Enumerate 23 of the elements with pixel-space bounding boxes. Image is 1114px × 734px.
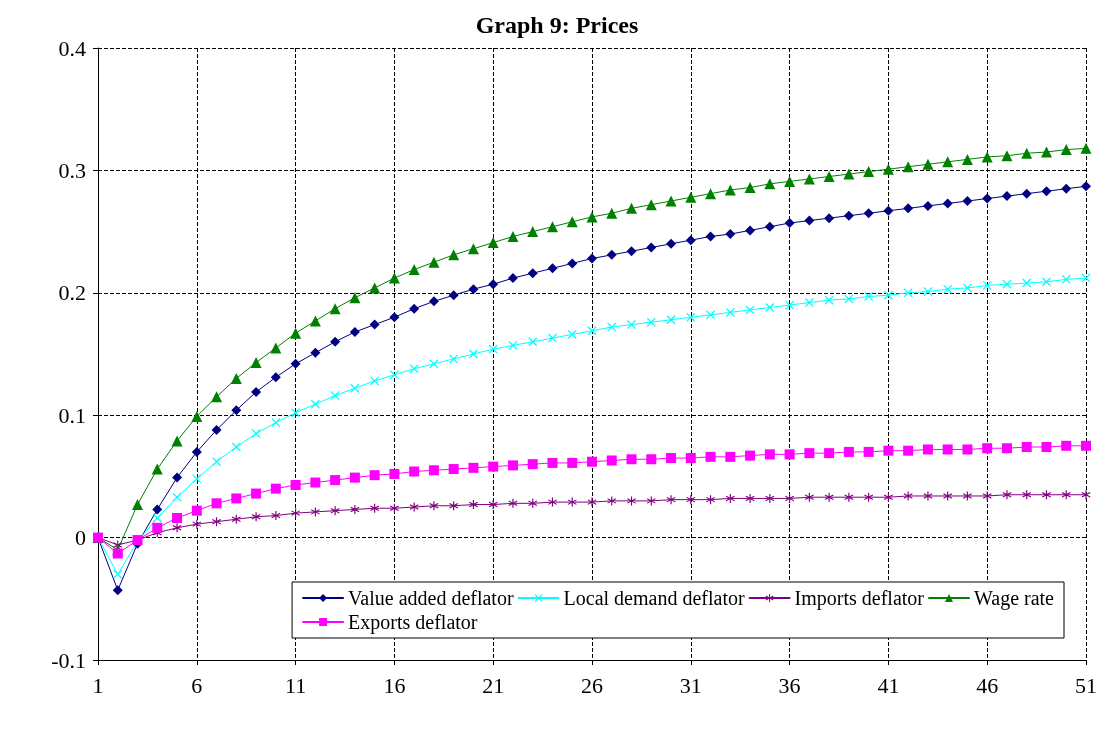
x-tick-label: 31	[679, 672, 702, 698]
y-tick-label: 0	[75, 525, 86, 551]
y-tick-label: 0.1	[58, 402, 86, 428]
chart-title: Graph 9: Prices	[475, 12, 639, 38]
x-tick-label: 36	[778, 672, 801, 698]
x-tick-label: 1	[92, 672, 104, 698]
y-tick-label: 0.4	[58, 35, 86, 61]
x-tick-label: 46	[976, 672, 999, 698]
x-tick-label: 41	[877, 672, 900, 698]
x-tick-label: 26	[581, 672, 603, 698]
y-tick-label: 0.2	[58, 280, 86, 306]
legend-label: Value added deflator	[348, 587, 514, 609]
x-tick-label: 11	[285, 672, 307, 698]
legend-label: Wage rate	[974, 587, 1055, 610]
x-tick-label: 16	[383, 672, 406, 698]
x-tick-label: 21	[482, 672, 505, 698]
y-tick-label: -0.1	[51, 647, 86, 673]
legend-label: Local demand deflator	[563, 587, 745, 609]
legend-label: Exports deflator	[348, 611, 478, 634]
y-tick-label: 0.3	[58, 157, 86, 183]
legend-label: Imports deflator	[794, 587, 925, 610]
x-tick-label: 51	[1075, 672, 1097, 698]
x-tick-label: 6	[191, 672, 203, 698]
